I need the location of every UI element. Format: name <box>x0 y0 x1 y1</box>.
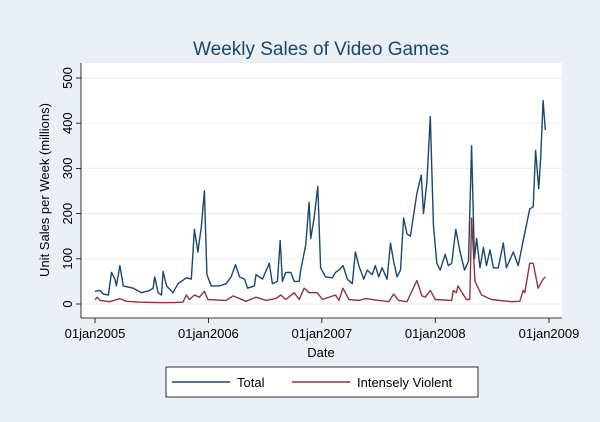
x-tick-label: 01jan2007 <box>291 326 352 341</box>
x-tick-label: 01jan2006 <box>178 326 239 341</box>
legend: Total Intensely Violent <box>165 366 479 398</box>
chart-title: Weekly Sales of Video Games <box>193 39 449 60</box>
x-tick-label: 01jan2005 <box>65 326 126 341</box>
y-tick-label: 500 <box>60 67 75 89</box>
y-tick-label: 400 <box>60 112 75 134</box>
y-tick-label: 300 <box>60 158 75 180</box>
y-axis-label: Unit Sales per Week (millions) <box>37 103 52 277</box>
series-line-intensely-violent <box>94 217 546 304</box>
x-axis-label: Date <box>307 345 334 360</box>
series-lines <box>94 99 546 304</box>
y-tick-label: 200 <box>60 203 75 225</box>
x-tick-label: 01jan2009 <box>519 326 580 341</box>
axes: 0 100 200 300 400 500 01jan2005 01jan2006 01jan2… <box>60 63 579 341</box>
gridlines <box>81 77 562 305</box>
legend-label-total: Total <box>237 375 265 390</box>
series-line-total <box>94 99 546 296</box>
legend-label-violent: Intensely Violent <box>357 375 453 390</box>
y-tick-label: 0 <box>60 300 75 307</box>
y-tick-label: 100 <box>60 248 75 270</box>
plot-region <box>81 63 562 318</box>
x-tick-label: 01jan2008 <box>405 326 466 341</box>
